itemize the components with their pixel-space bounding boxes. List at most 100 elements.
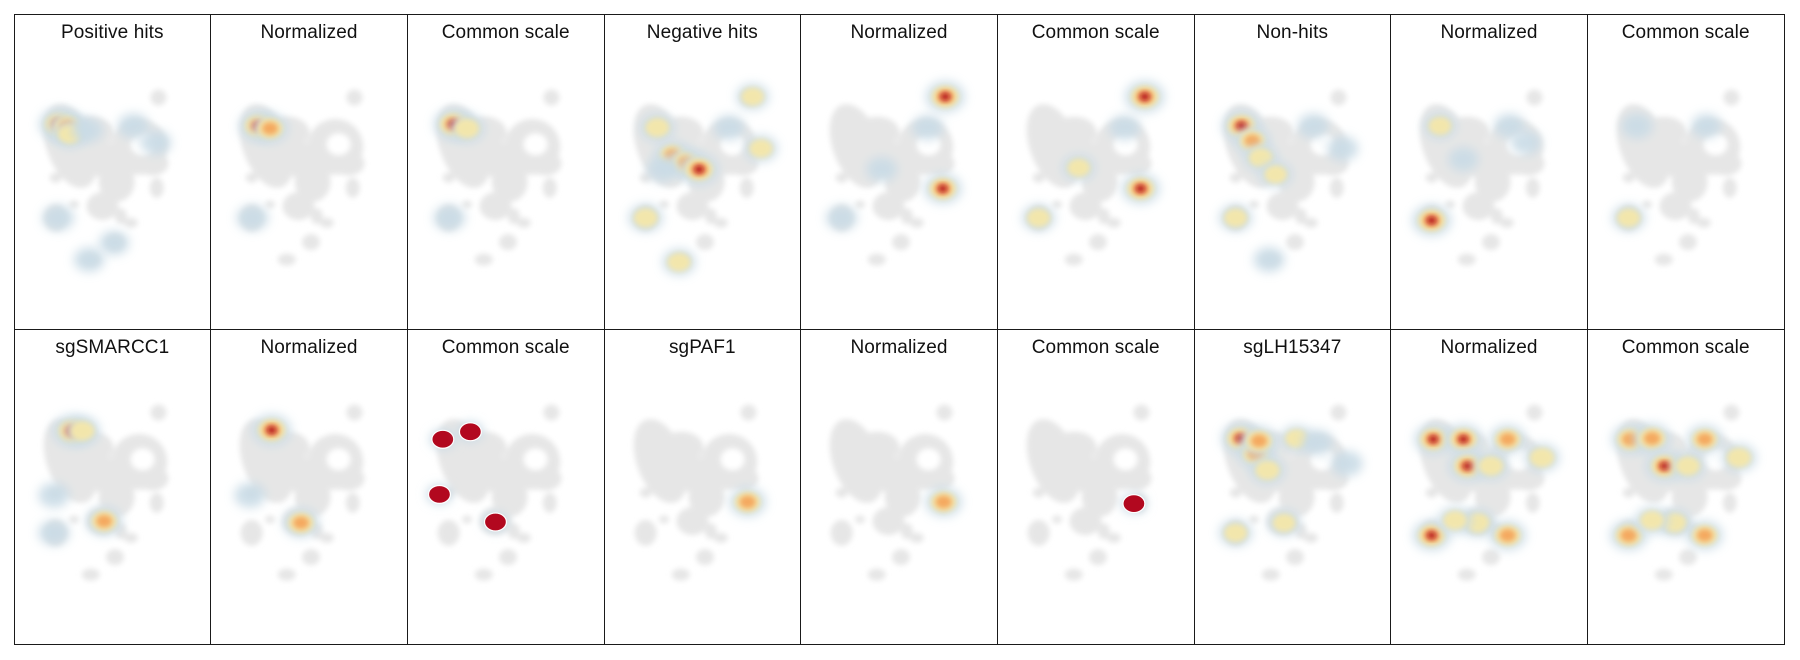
density-layer: [1263, 164, 1287, 184]
density-layer: [1639, 510, 1664, 530]
density-hotspot: [140, 129, 171, 155]
density-hotspot: [234, 482, 266, 508]
density-hotspot: [713, 114, 745, 140]
density-core: [483, 511, 507, 532]
embedding-region: [1069, 191, 1102, 220]
density-hotspot: [1267, 509, 1300, 536]
embedding-region: [254, 158, 265, 169]
density-layer: [1616, 207, 1641, 227]
embedding-region: [1457, 253, 1476, 266]
embedding-region: [542, 177, 557, 198]
embedding-region: [1285, 548, 1304, 565]
density-hotspot: [1120, 493, 1147, 514]
embedding-region: [1088, 548, 1107, 565]
embedding-region: [320, 532, 334, 543]
density-hotspot: [728, 486, 766, 517]
heatmap-plot: [1218, 404, 1363, 581]
embedding-region: [1329, 492, 1344, 513]
embedding-background: [829, 404, 955, 581]
density-hotspot: [41, 204, 74, 231]
embedding-region: [1237, 473, 1248, 484]
embedding-hole: [326, 447, 351, 470]
density-hotspot: [1301, 429, 1334, 455]
density-layer: [1272, 513, 1296, 532]
heatmap-plot: [37, 404, 169, 581]
embedding-region: [1097, 207, 1110, 224]
heatmap-panel: Normalized: [1390, 328, 1588, 645]
embedding-hole: [326, 132, 351, 155]
density-hotspot: [1249, 455, 1285, 484]
embedding-region: [507, 522, 520, 539]
embedding-region: [910, 217, 924, 228]
panel-title: Normalized: [1440, 336, 1538, 358]
embedding-region: [695, 233, 714, 250]
density-layer: [1696, 528, 1713, 542]
density-hotspot: [1621, 112, 1653, 139]
density-layer: [1223, 522, 1247, 542]
density-hotspot: [252, 113, 289, 143]
density-layer: [1494, 113, 1525, 138]
embedding-region: [265, 515, 276, 523]
heatmap-panel: sgLH15347: [1193, 328, 1392, 645]
embedding-region: [1631, 473, 1641, 484]
embedding-region: [739, 404, 756, 420]
density-hotspot: [1511, 130, 1542, 155]
embedding-region: [1512, 466, 1545, 490]
embedding-region: [136, 151, 169, 175]
panel-title: Positive hits: [60, 21, 164, 43]
heatmap-plot: [1609, 404, 1757, 581]
embedding-region: [1709, 151, 1742, 175]
density-layer: [69, 420, 95, 441]
embedding-region: [1678, 233, 1697, 250]
density-layer: [1250, 433, 1267, 448]
embedding-region: [688, 476, 725, 517]
density-hotspot: [1634, 506, 1669, 534]
embedding-region: [294, 161, 331, 202]
density-hotspot: [85, 506, 122, 536]
panel-title: Normalized: [850, 21, 948, 43]
density-hotspot: [735, 83, 769, 110]
density-hotspot: [1494, 113, 1525, 138]
embedding-region: [123, 532, 138, 543]
embedding-region: [1622, 172, 1635, 183]
embedding-region: [739, 177, 754, 198]
heatmap-panel: Negative hits: [603, 13, 802, 330]
density-hotspot: [743, 134, 778, 162]
embedding-region: [867, 253, 886, 266]
embedding-region: [1709, 466, 1742, 490]
embedding-region: [81, 568, 100, 581]
embedding-region: [658, 200, 669, 208]
density-layer: [645, 156, 678, 182]
density-layer: [912, 114, 944, 140]
embedding-region: [1671, 476, 1708, 517]
embedding-region: [855, 431, 900, 464]
density-hotspot: [661, 248, 696, 275]
density-layer: [1248, 147, 1273, 167]
embedding-region: [892, 548, 911, 565]
density-layer: [1330, 450, 1363, 476]
density-layer: [1252, 246, 1285, 272]
density-layer: [935, 494, 952, 509]
heatmap-panel: sgPAF1: [603, 328, 802, 645]
embedding-region: [437, 519, 460, 546]
embedding-region: [332, 466, 365, 490]
embedding-region: [1512, 151, 1545, 175]
heatmap-plot: [633, 404, 766, 581]
embedding-region: [277, 568, 296, 581]
embedding-background: [1616, 89, 1742, 266]
embedding-region: [136, 466, 169, 490]
embedding-region: [1445, 116, 1490, 149]
panel-title: Non-hits: [1256, 21, 1329, 43]
panel-title: Common scale: [441, 21, 570, 43]
embedding-region: [442, 172, 455, 183]
embedding-region: [713, 217, 728, 228]
embedding-region: [658, 515, 669, 523]
embedding-region: [835, 487, 848, 498]
density-layer: [37, 482, 70, 508]
embedding-region: [1081, 476, 1118, 517]
density-hotspot: [1252, 246, 1285, 272]
embedding-region: [1052, 431, 1097, 464]
embedding-region: [901, 522, 913, 539]
heatmap-panel: Normalized: [210, 13, 408, 330]
embedding-region: [922, 466, 955, 490]
